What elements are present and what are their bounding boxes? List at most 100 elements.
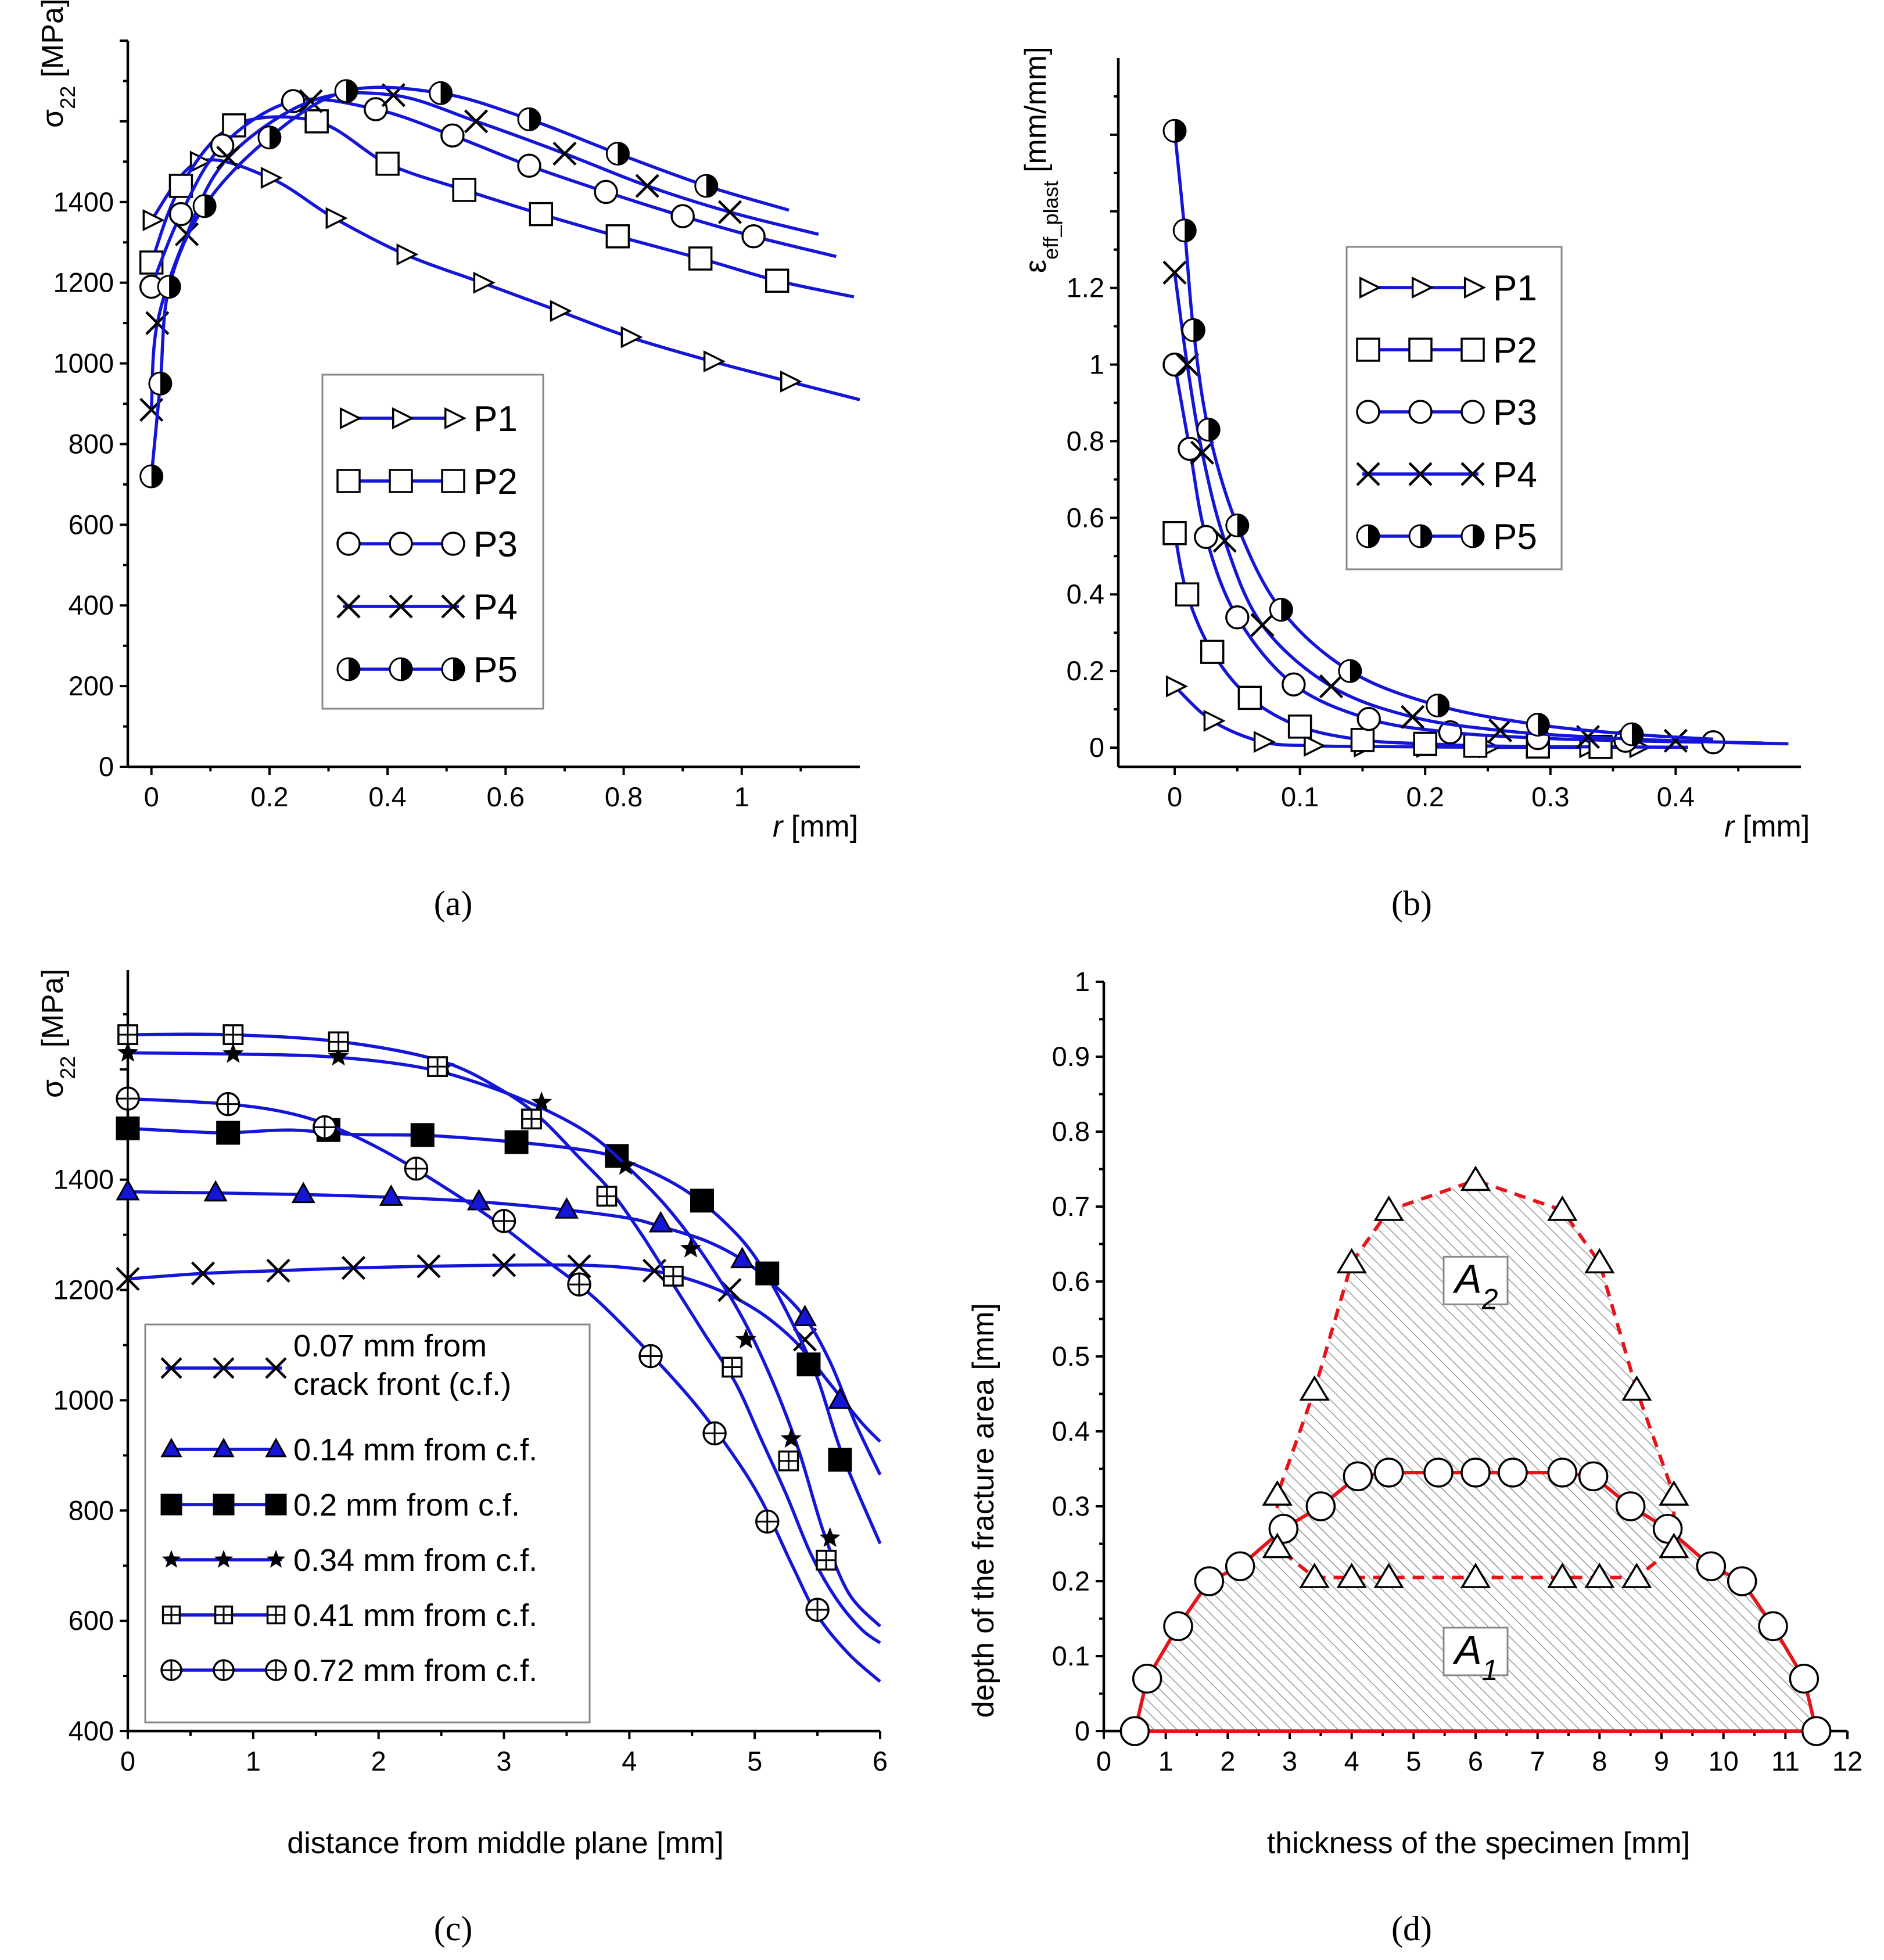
chart-a-legend-label: P1 bbox=[473, 399, 518, 439]
chart-b-legend-marker bbox=[1408, 462, 1433, 486]
a1-marker bbox=[1498, 1458, 1528, 1488]
chart-c-series-3-point bbox=[116, 1116, 140, 1140]
chart-c-series-6-point bbox=[116, 1086, 140, 1111]
chart-c-series-4-point bbox=[615, 1155, 636, 1175]
chart-a-legend-marker bbox=[336, 532, 361, 556]
chart-a-legend-marker bbox=[389, 532, 413, 556]
chart-c-ytick-label: 1400 bbox=[53, 1164, 114, 1195]
chart-b-series-4-point bbox=[1401, 705, 1425, 729]
chart-c-series-6-point bbox=[216, 1092, 241, 1117]
chart-c-series-6-point bbox=[805, 1598, 830, 1622]
chart-c-legend-marker bbox=[266, 1605, 286, 1625]
a2-marker bbox=[1547, 1563, 1578, 1588]
chart-b-legend-label: P1 bbox=[1493, 268, 1537, 308]
chart-c-series-2-point bbox=[648, 1211, 673, 1233]
a1-marker bbox=[1268, 1513, 1299, 1544]
chart-d-ytick-label: 0.2 bbox=[1052, 1566, 1090, 1596]
chart-b-ylabel: εeff_plast [mm/mm] bbox=[1019, 46, 1063, 273]
chart-b-ytick-label: 0.2 bbox=[1067, 655, 1104, 686]
chart-b-series-5-point bbox=[1172, 218, 1197, 243]
a1-marker bbox=[1343, 1461, 1373, 1492]
chart-b-series-2-point bbox=[1413, 731, 1437, 756]
chart-b-series-2-point bbox=[1200, 640, 1225, 664]
chart-c-series-2-point bbox=[554, 1197, 579, 1219]
chart-b-series-3-point bbox=[1282, 672, 1306, 697]
chart-a-ytick-label: 200 bbox=[69, 670, 114, 701]
chart-a-legend-marker bbox=[441, 657, 465, 681]
chart-c-legend-item: 0.2 mm from c.f. bbox=[160, 1488, 520, 1523]
chart-c-ytick-label: 1200 bbox=[53, 1275, 114, 1305]
chart-b-series-1-point bbox=[1304, 734, 1326, 757]
chart-a-series-3-point bbox=[364, 97, 388, 121]
chart-d-ytick-label: 0.6 bbox=[1052, 1266, 1090, 1297]
chart-b-series-5-point bbox=[1526, 712, 1550, 737]
a1-marker bbox=[1132, 1663, 1162, 1694]
chart-b-legend-label: P5 bbox=[1493, 517, 1537, 557]
chart-b-series-4-point bbox=[1319, 674, 1344, 699]
chart-c-xtick-label: 2 bbox=[371, 1746, 386, 1776]
chart-c-series-6-point bbox=[755, 1509, 780, 1534]
chart-a-legend-marker bbox=[441, 469, 465, 493]
chart-a-legend-item: P1 bbox=[339, 399, 518, 439]
chart-c-series-5-point bbox=[521, 1108, 542, 1130]
chart-c-series-3-point bbox=[828, 1448, 852, 1472]
chart-b-series-5-point bbox=[1338, 659, 1362, 683]
chart-c-legend-marker bbox=[162, 1550, 181, 1568]
chart-a-legend-item: P3 bbox=[336, 525, 518, 565]
a1-marker bbox=[1652, 1513, 1683, 1544]
chart-b-legend-marker bbox=[1356, 400, 1380, 424]
chart-c-series-4-point bbox=[531, 1091, 552, 1112]
chart-d-ytick-label: 1 bbox=[1075, 966, 1090, 997]
chart-a-series-1-point bbox=[550, 300, 572, 322]
chart-b-xtick-label: 0.3 bbox=[1531, 781, 1569, 812]
chart-c-series-2-point bbox=[730, 1247, 755, 1269]
chart-a-xtick-label: 1 bbox=[734, 781, 749, 812]
chart-b-series-2-point bbox=[1463, 733, 1488, 758]
a1-marker bbox=[1789, 1663, 1820, 1694]
chart-b-legend-item: P2 bbox=[1356, 331, 1537, 371]
a1-marker bbox=[1423, 1458, 1454, 1488]
chart-b-legend-marker bbox=[1460, 462, 1485, 486]
chart-b-series-3-point bbox=[1438, 720, 1463, 745]
chart-a-series-4-point bbox=[299, 89, 323, 113]
a2-marker bbox=[1299, 1563, 1330, 1588]
chart-c-legend-marker bbox=[160, 1494, 182, 1516]
a2-marker bbox=[1621, 1563, 1652, 1588]
chart-a-series-2-point bbox=[375, 152, 400, 176]
a2-marker bbox=[1460, 1165, 1491, 1191]
chart-a-legend-label: P5 bbox=[473, 650, 518, 690]
chart-c-series-3-point bbox=[216, 1121, 241, 1145]
chart-b-series-5-point bbox=[1162, 119, 1187, 143]
chart-d-xtick-label: 8 bbox=[1592, 1746, 1607, 1776]
chart-c-legend-marker bbox=[213, 1437, 235, 1458]
chart-a-series-2-point bbox=[304, 109, 329, 134]
chart-c-series-6-point bbox=[702, 1421, 727, 1446]
chart-c-series-5-point bbox=[117, 1024, 138, 1045]
chart-b-legend-item: P5 bbox=[1356, 517, 1537, 557]
chart-c-series-2-point bbox=[203, 1180, 228, 1202]
chart-d-ytick-label: 0.5 bbox=[1052, 1341, 1090, 1372]
chart-d-ytick-label: 0.3 bbox=[1052, 1491, 1090, 1521]
chart-b-xtick-label: 0 bbox=[1167, 781, 1182, 812]
chart-a-legend-marker bbox=[389, 594, 413, 619]
chart-b-legend-marker bbox=[1460, 524, 1485, 548]
chart-c-ytick-label: 1000 bbox=[53, 1384, 114, 1415]
a1-marker bbox=[1727, 1566, 1757, 1596]
chart-a-xtick-label: 0.4 bbox=[368, 781, 406, 812]
chart-a-xtick-label: 0.8 bbox=[605, 781, 643, 812]
chart-a-legend-marker bbox=[444, 407, 466, 429]
chart-c-series-3-point bbox=[504, 1130, 529, 1154]
chart-c-series-4-point bbox=[780, 1427, 802, 1448]
chart-a-ytick-label: 800 bbox=[69, 428, 114, 459]
chart-a-series-3-point bbox=[670, 204, 695, 228]
chart-a-series-3-point bbox=[168, 202, 193, 227]
chart-a-series-5-point bbox=[694, 174, 719, 198]
chart-a-legend-marker bbox=[441, 594, 465, 619]
chart-c-series-3-point bbox=[796, 1352, 821, 1377]
chart-c-series-4-point bbox=[223, 1043, 244, 1063]
chart-a-series-5-point bbox=[192, 194, 217, 218]
chart-c-xtick-label: 3 bbox=[496, 1746, 511, 1776]
chart-b-xtick-label: 0.2 bbox=[1406, 781, 1444, 812]
chart-c-series-1-point bbox=[491, 1253, 516, 1277]
chart-a-series-3-point bbox=[517, 153, 541, 178]
